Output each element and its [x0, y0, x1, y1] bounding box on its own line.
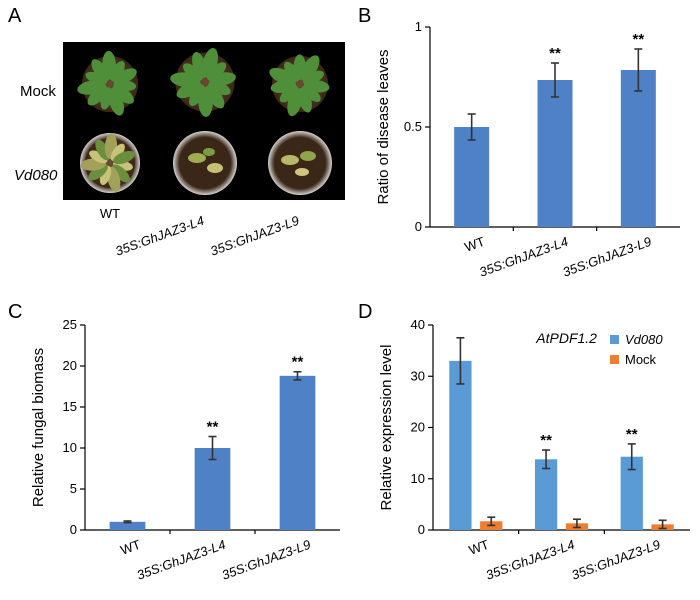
leaf-healthy: [302, 85, 321, 102]
pot: [173, 131, 237, 195]
bar: [194, 448, 231, 530]
leaf-diseased: [111, 164, 130, 183]
leaf-healthy: [284, 61, 300, 82]
chart-title: AtPDF1.2: [535, 330, 597, 346]
y-tick-label: 20: [63, 358, 77, 373]
leaf-healthy: [113, 68, 137, 85]
leaf-healthy: [182, 63, 203, 81]
y-tick-label: 10: [411, 471, 425, 486]
col-label-wt: WT: [100, 206, 120, 221]
legend-swatch: [610, 335, 619, 344]
leaf-diseased: [89, 150, 108, 164]
plant-photo: [63, 42, 345, 200]
leaf-healthy: [205, 84, 225, 109]
y-tick-label: 20: [411, 420, 425, 435]
leaf-diseased: [300, 151, 316, 161]
leaf-healthy: [300, 55, 320, 81]
y-tick-label: 0.5: [404, 119, 422, 134]
row-label-mock: Mock: [20, 83, 56, 100]
y-tick-label: 0: [70, 522, 77, 537]
x-tick-label: WT: [463, 234, 487, 255]
x-tick-label: WT: [118, 537, 142, 558]
leaf-healthy: [209, 72, 236, 86]
y-tick-label: 15: [63, 399, 77, 414]
col-label-l4: 35S:GhJAZ3-L4: [113, 213, 206, 259]
x-tick-label: 35S:GhJAZ3-L4: [135, 537, 228, 583]
y-tick-label: 25: [63, 317, 77, 332]
leaf-healthy: [279, 85, 299, 103]
bar: [454, 127, 490, 227]
y-tick-label: 0: [415, 219, 422, 234]
y-tick-label: 1: [415, 19, 422, 34]
leaf-diseased: [88, 163, 108, 181]
leaf-healthy: [110, 61, 125, 82]
y-tick-label: 5: [70, 481, 77, 496]
x-tick-label: 35S:GhJAZ3-L4: [477, 234, 570, 280]
significance-mark: **: [207, 419, 219, 436]
bar: [620, 70, 656, 227]
leaf-healthy: [189, 84, 205, 107]
pot: [268, 131, 332, 195]
x-tick-label: 35S:GhJAZ3-L9: [220, 537, 313, 583]
panel-letter-a: A: [8, 5, 22, 27]
leaf-healthy: [303, 79, 330, 93]
chart-fungal-biomass: 0 5 10 15 20 25 Relative fungal biomass WT ** 35S…: [30, 317, 340, 583]
y-tick-label: 30: [411, 368, 425, 383]
bar-vd080: [534, 459, 558, 530]
x-tick-label: WT: [467, 537, 491, 558]
y-tick-label: 10: [63, 440, 77, 455]
leaf-diseased: [113, 151, 135, 165]
leaf-healthy: [269, 67, 297, 85]
bar: [279, 375, 316, 530]
legend-label: Mock: [625, 352, 657, 367]
panel-letter-d: D: [358, 301, 372, 323]
chart-expression-level: 0 10 20 30 40 Relative expression level WT ** 35…: [378, 317, 690, 583]
x-tick-label: 35S:GhJAZ3-L9: [561, 234, 654, 280]
y-tick-label: 40: [411, 317, 425, 332]
y-tick-label: 0: [418, 522, 425, 537]
y-axis-label: Ratio of disease leaves: [375, 49, 392, 204]
leaf-diseased: [281, 155, 299, 165]
y-axis-label: Relative fungal biomass: [30, 348, 47, 507]
bar-vd080: [620, 456, 643, 530]
bar: [537, 80, 573, 227]
row-label-vd080: Vd080: [14, 167, 58, 184]
significance-mark: **: [632, 31, 644, 48]
x-tick-label: 35S:GhJAZ3-L4: [484, 537, 577, 583]
leaf-diseased: [295, 168, 309, 176]
significance-mark: **: [549, 45, 561, 62]
chart-disease-ratio: 0 0.5 1 Ratio of disease leaves WT ** 35S:GhJA…: [375, 19, 680, 280]
leaf-diseased: [207, 163, 223, 173]
col-label-l9: 35S:GhJAZ3-L9: [208, 213, 301, 259]
leaf-diseased: [188, 153, 206, 163]
panel-letter-b: B: [358, 5, 371, 27]
significance-mark: **: [626, 426, 638, 443]
leaf-diseased: [203, 148, 215, 156]
bar: [109, 521, 146, 530]
leaf-healthy: [91, 59, 110, 82]
leaf-healthy: [112, 85, 134, 104]
legend-label: Vd080: [625, 332, 663, 347]
legend-swatch: [610, 355, 619, 364]
panel-letter-c: C: [8, 301, 22, 323]
y-axis-label: Relative expression level: [378, 345, 395, 511]
leaf-diseased: [110, 143, 125, 161]
leaf-healthy: [87, 85, 109, 106]
bar-vd080: [449, 360, 472, 530]
x-tick-label: 35S:GhJAZ3-L9: [569, 537, 662, 583]
significance-mark: **: [540, 432, 552, 449]
leaf-healthy: [206, 62, 227, 81]
significance-mark: **: [292, 354, 304, 371]
